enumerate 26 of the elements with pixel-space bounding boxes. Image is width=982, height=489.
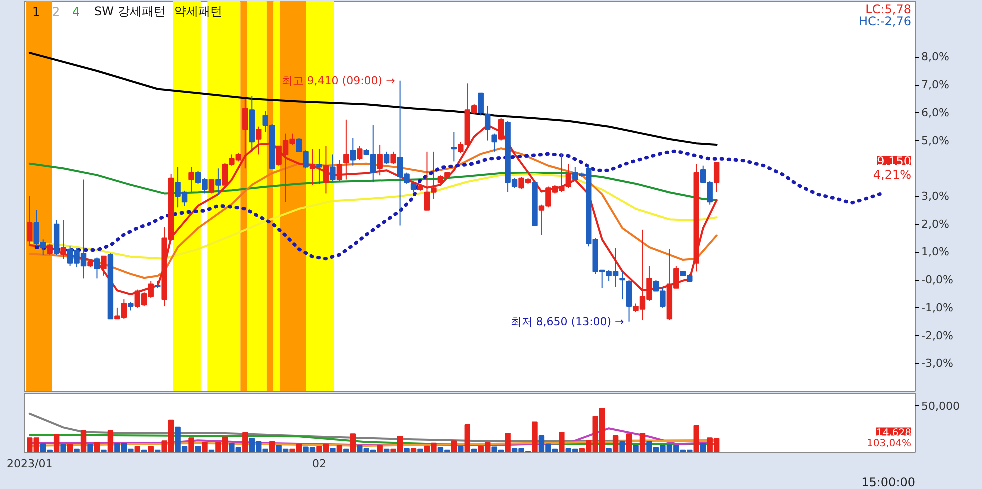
text: 15:00:00 bbox=[862, 476, 916, 489]
y-tick-label: -3,0% bbox=[922, 357, 954, 370]
y-tick-label: -0,0% bbox=[922, 274, 954, 287]
x-tick-label: 2023/01 bbox=[7, 458, 53, 470]
annotation: 최저 8,650 (13:00) → bbox=[510, 315, 624, 328]
x-tick-label: 02 bbox=[312, 458, 326, 470]
y-tick-label: 8,0% bbox=[922, 50, 950, 64]
annotation: 14,628 bbox=[876, 428, 912, 439]
y-tick-label: 3,0% bbox=[922, 190, 950, 203]
annotation: HC:-2,76 bbox=[859, 14, 912, 28]
annotation: 103,04% bbox=[867, 438, 912, 450]
y-tick-label: 2,0% bbox=[922, 218, 950, 231]
annotation: 9,150 bbox=[877, 154, 912, 168]
annotation: 1 bbox=[32, 5, 40, 19]
y-tick-label: 1,0% bbox=[922, 246, 950, 259]
y-tick-label: 5,0% bbox=[922, 134, 950, 148]
y-tick-label: -2,0% bbox=[922, 329, 954, 342]
annotation: SW 강세패턴 bbox=[94, 4, 166, 18]
annotation: 4 bbox=[72, 5, 80, 19]
y-tick-label: 7,0% bbox=[922, 78, 950, 92]
y-tick-label: -1,0% bbox=[922, 301, 954, 314]
y-tick-label: 6,0% bbox=[922, 106, 950, 120]
annotation: LC:5,78 bbox=[866, 2, 912, 16]
annotation: 2 bbox=[52, 5, 60, 19]
annotation: 4,21% bbox=[873, 168, 912, 182]
y-tick-label: 50,000 bbox=[922, 400, 960, 414]
